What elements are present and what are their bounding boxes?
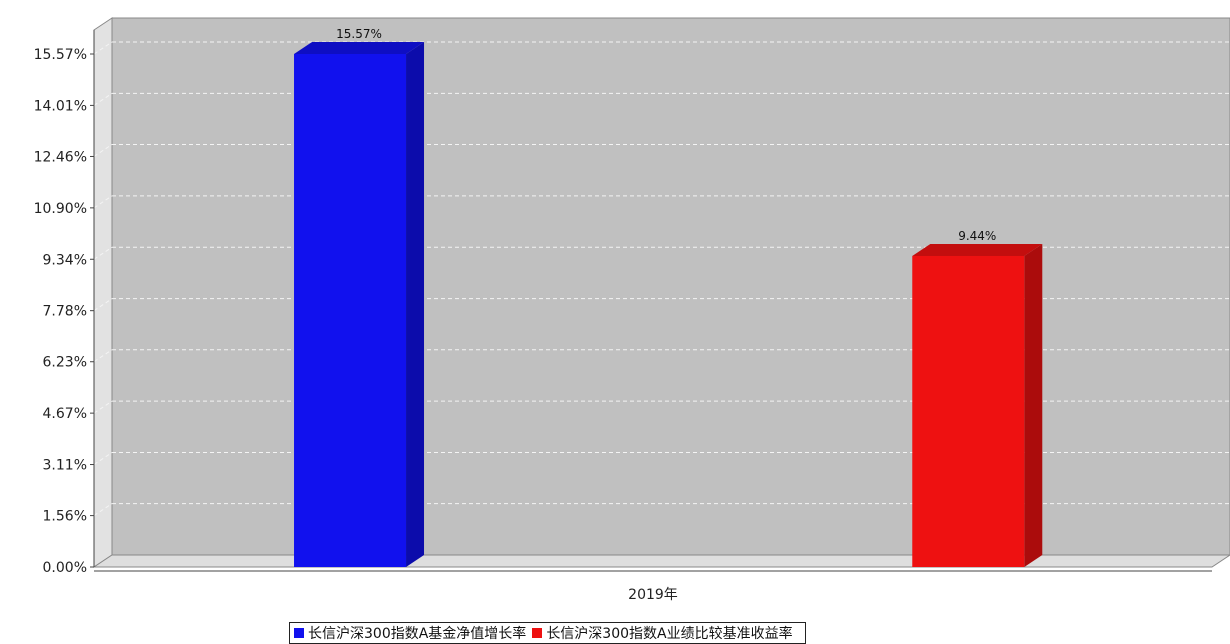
bar-side-0 [406,42,425,567]
y-tick-label: 15.57% [34,47,87,63]
gridline-side [93,195,113,209]
legend-swatch-red [532,628,543,638]
plot-floor [92,554,1230,568]
data-label-1: 9.44% [958,229,996,243]
legend-label-benchmark-return: 长信沪深300指数A业绩比较基准收益率 [546,626,793,642]
gridline-side [93,349,113,363]
plot-side-wall [93,17,113,568]
gridline-side [93,503,113,517]
bar-0 [294,54,407,567]
bar-top-0 [294,42,425,54]
legend-item-benchmark-return: 长信沪深300指数A业绩比较基准收益率 [532,623,793,643]
gridline-side [93,298,113,312]
y-tick-label: 7.78% [43,304,87,320]
y-tick-label: 14.01% [34,98,87,114]
gridline-side [93,400,113,414]
y-tick-label: 0.00% [43,560,87,576]
x-category-label: 2019年 [628,587,678,603]
y-tick-label: 3.11% [43,458,87,474]
gridline-side [93,92,113,106]
y-tick-label: 6.23% [43,355,87,371]
legend-swatch-blue [294,628,304,638]
legend: 长信沪深300指数A基金净值增长率 长信沪深300指数A业绩比较基准收益率 [289,622,806,644]
gridline-side [93,144,113,157]
bar-chart: 0.00% 1.56% 3.11% 4.67% 6.23% 7.78% 9.34% 10.90… [34,17,1230,603]
plot-back-wall [111,17,1230,556]
legend-label-fund-nav-growth: 长信沪深300指数A基金净值增长率 [308,626,527,642]
y-tick-label: 9.34% [43,252,87,268]
gridline-side [93,246,113,260]
bar-side-1 [1024,243,1043,567]
y-tick-label: 4.67% [43,406,87,422]
data-label-0: 15.57% [336,27,382,41]
y-tick-label: 1.56% [43,509,87,525]
y-tick-label: 10.90% [34,201,87,217]
bar-1 [912,255,1025,567]
legend-item-fund-nav-growth: 长信沪深300指数A基金净值增长率 [294,623,526,643]
gridline-side [93,41,113,55]
bar-top-1 [912,243,1043,256]
y-tick-label: 12.46% [34,149,87,165]
gridline-side [93,452,113,465]
